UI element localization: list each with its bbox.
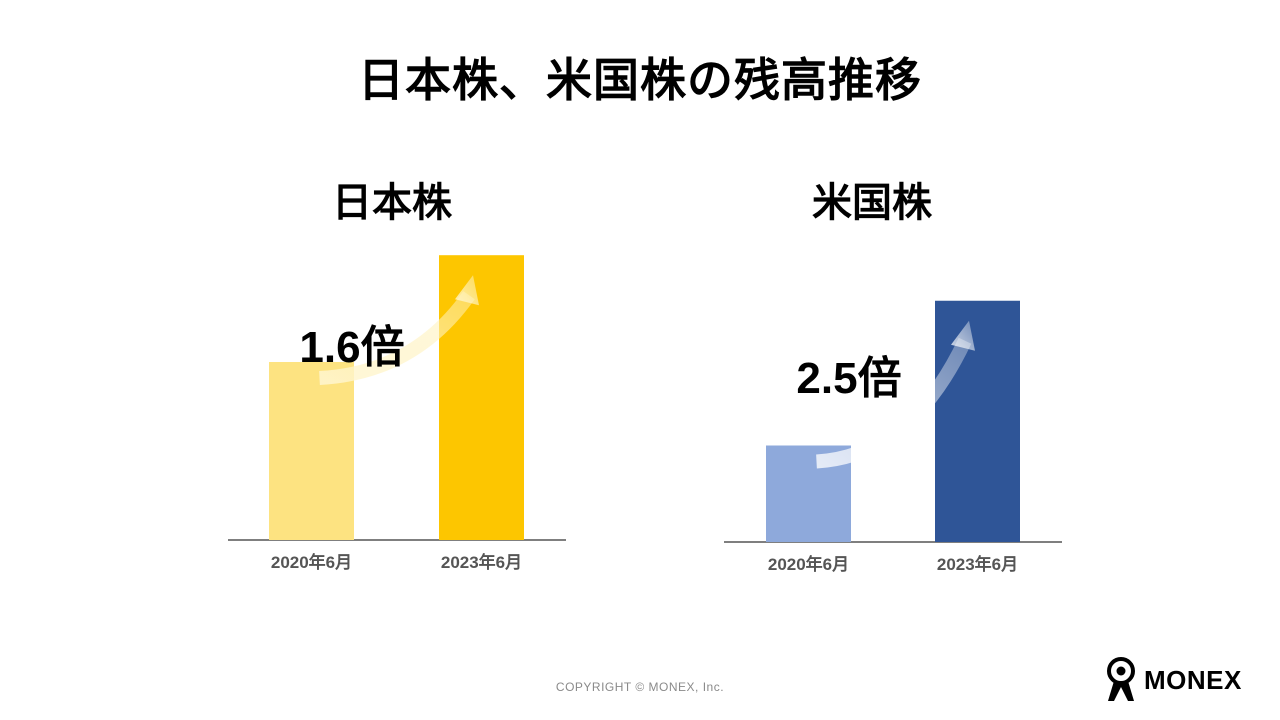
japan-bar-2	[439, 255, 524, 540]
us-x-tick-label: 2023年6月	[937, 554, 1018, 574]
japan-growth-multiplier: 1.6倍	[299, 323, 404, 372]
us-bar-2	[935, 300, 1020, 542]
page-title: 日本株、米国株の残高推移	[358, 53, 922, 107]
logo-text: MONEX	[1144, 664, 1242, 695]
copyright-text: COPYRIGHT © MONEX, Inc.	[555, 680, 725, 694]
japan-bar-1	[269, 362, 354, 540]
us-x-tick-label: 2020年6月	[768, 554, 849, 574]
us-growth-multiplier: 2.5倍	[796, 354, 901, 403]
us-growth-arrow	[816, 320, 975, 469]
japan-stocks-chart: 2020年6月 2023年6月 1.6倍	[228, 255, 566, 572]
us-stocks-chart-title: 米国株	[812, 180, 932, 226]
monex-logo: MONEX	[1104, 656, 1242, 704]
japan-x-tick-label: 2023年6月	[441, 552, 522, 572]
japan-x-tick-label: 2020年6月	[271, 552, 352, 572]
japan-growth-arrow	[319, 275, 479, 385]
japan-stocks-chart-title: 日本株	[332, 180, 452, 226]
us-stocks-chart: 2020年6月 2023年6月 2.5倍	[724, 300, 1062, 574]
monex-person-icon	[1107, 657, 1135, 701]
